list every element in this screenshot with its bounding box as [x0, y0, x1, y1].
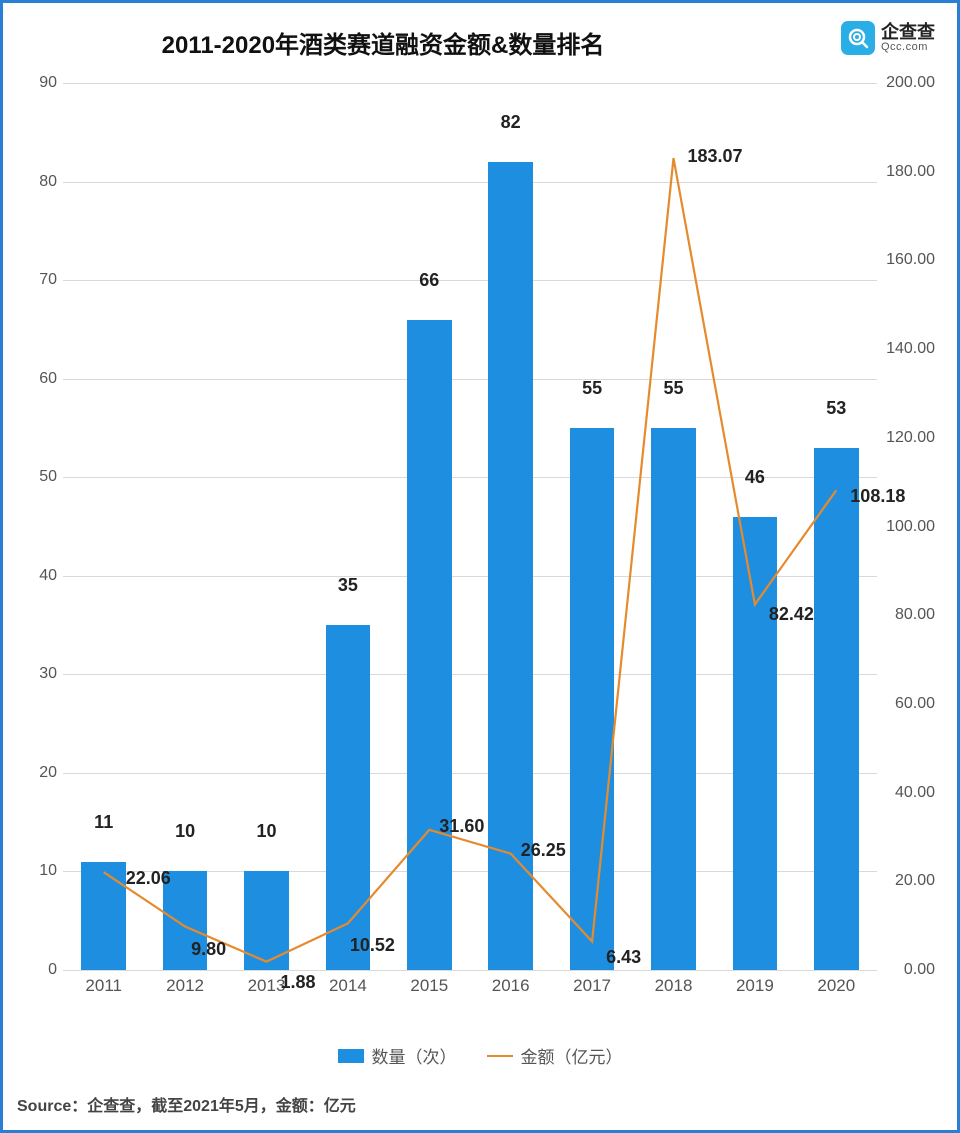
x-tick-label: 2017 [573, 976, 611, 996]
y-left-tick: 90 [27, 74, 57, 92]
chart-area: 01020304050607080900.0020.0040.0060.0080… [63, 83, 877, 1000]
brand-logo-text: 企查查 Qcc.com [881, 23, 935, 53]
x-tick-label: 2011 [85, 976, 122, 996]
y-right-tick: 40.00 [883, 784, 935, 802]
legend-line: 金额（亿元） [487, 1043, 623, 1068]
line-value-label: 31.60 [439, 816, 484, 837]
legend-bar-label: 数量（次） [372, 1043, 457, 1068]
line-value-label: 183.07 [688, 146, 743, 167]
legend-bar-swatch [338, 1049, 364, 1063]
y-right-tick: 80.00 [883, 606, 935, 624]
legend-line-label: 金额（亿元） [521, 1043, 623, 1068]
y-right-tick: 180.00 [883, 163, 935, 181]
x-tick-label: 2018 [655, 976, 693, 996]
logo-cn: 企查查 [881, 23, 935, 42]
source-text: Source：企查查，截至2021年5月，金额：亿元 [17, 1092, 356, 1116]
y-left-tick: 30 [27, 665, 57, 683]
y-left-tick: 70 [27, 271, 57, 289]
y-left-tick: 80 [27, 173, 57, 191]
line-series [63, 83, 877, 970]
brand-logo: 企查查 Qcc.com [841, 21, 935, 55]
legend-line-swatch [487, 1055, 513, 1057]
x-tick-label: 2016 [492, 976, 530, 996]
y-left-tick: 40 [27, 567, 57, 585]
y-left-tick: 0 [27, 961, 57, 979]
y-left-tick: 20 [27, 764, 57, 782]
chart-title: 2011-2020年酒类赛道融资金额&数量排名 [3, 25, 763, 60]
y-left-tick: 10 [27, 862, 57, 880]
y-right-tick: 60.00 [883, 695, 935, 713]
qcc-logo-icon [841, 21, 875, 55]
y-right-tick: 100.00 [883, 518, 935, 536]
line-value-label: 22.06 [126, 868, 171, 889]
line-value-label: 6.43 [606, 947, 641, 968]
line-value-label: 9.80 [191, 939, 226, 960]
plot-region: 01020304050607080900.0020.0040.0060.0080… [63, 83, 877, 970]
y-right-tick: 120.00 [883, 429, 935, 447]
grid-line [63, 970, 877, 971]
y-left-tick: 60 [27, 370, 57, 388]
line-value-label: 82.42 [769, 604, 814, 625]
y-right-tick: 200.00 [883, 74, 935, 92]
y-right-tick: 140.00 [883, 340, 935, 358]
x-tick-label: 2014 [329, 976, 367, 996]
line-value-label: 10.52 [350, 935, 395, 956]
line-value-label: 1.88 [281, 972, 316, 993]
x-tick-label: 2019 [736, 976, 774, 996]
x-tick-label: 2012 [166, 976, 204, 996]
y-right-tick: 160.00 [883, 251, 935, 269]
x-tick-label: 2015 [410, 976, 448, 996]
line-value-label: 26.25 [521, 840, 566, 861]
line-value-label: 108.18 [850, 486, 905, 507]
x-tick-label: 2020 [817, 976, 855, 996]
chart-frame: 2011-2020年酒类赛道融资金额&数量排名 企查查 Qcc.com 0102… [0, 0, 960, 1133]
legend-bar: 数量（次） [338, 1043, 457, 1068]
legend: 数量（次） 金额（亿元） [3, 1043, 957, 1068]
y-right-tick: 0.00 [883, 961, 935, 979]
y-left-tick: 50 [27, 468, 57, 486]
y-right-tick: 20.00 [883, 872, 935, 890]
logo-en: Qcc.com [881, 42, 935, 54]
